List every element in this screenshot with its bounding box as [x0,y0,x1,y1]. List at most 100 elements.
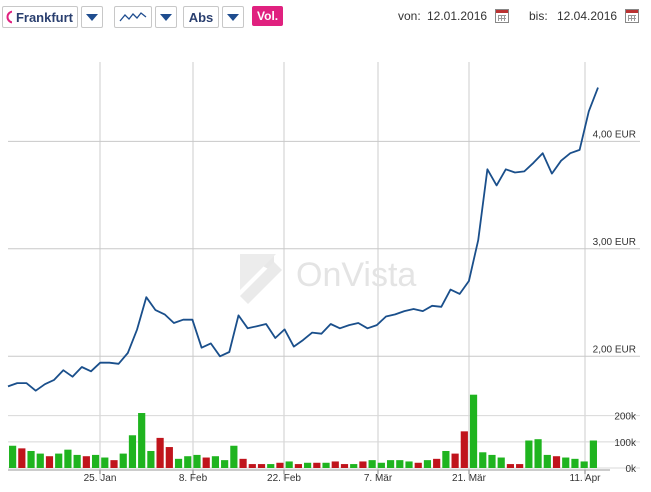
volume-bar [27,450,35,468]
axis-labels: 25. Jan 8. Feb 22. Feb 7. Mär 21. Mär 11. Apr… [8,129,637,484]
volume-bar [534,439,542,468]
volume-bar [248,464,256,468]
chart-type-select[interactable] [114,6,152,28]
volume-bar [571,458,579,468]
calendar-icon[interactable] [495,9,509,23]
volume-bar [506,464,515,468]
volume-bar [488,454,496,468]
volume-bar [340,464,349,468]
x-tick-label: 7. Mär [364,473,393,484]
chevron-down-icon [86,13,98,21]
from-label: von: [398,9,421,23]
volume-bar [285,461,293,468]
volume-bar [442,450,450,468]
exchange-label: Frankfurt [15,9,73,25]
volume-bar [239,458,247,468]
scale-mode-dropdown-button[interactable] [222,6,244,28]
volume-bar [414,462,422,468]
volume-bar [304,462,312,468]
volume-bar [128,435,137,468]
exchange-dropdown-button[interactable] [81,6,103,28]
volume-tick-label: 0k [625,464,637,475]
chart-type-dropdown-button[interactable] [155,6,177,28]
to-date[interactable]: 12.04.2016 [557,9,618,23]
volume-bar [45,456,54,468]
volume-bar [276,462,284,468]
volume-bars [9,394,597,468]
to-label: bis: [529,9,548,23]
x-tick-label: 8. Feb [179,473,208,484]
x-tick-label: 22. Feb [267,473,301,484]
volume-bar [165,447,173,468]
volume-bar [497,457,505,468]
from-date[interactable]: 12.01.2016 [427,9,488,23]
volume-bar [405,461,413,468]
volume-bar [9,445,17,468]
volume-bar [73,454,81,468]
volume-bar [211,456,220,468]
volume-bar [469,394,478,468]
volume-toggle-button[interactable]: Vol. [252,6,284,26]
volume-bar [156,437,164,468]
volume-bar [350,464,358,468]
volume-bar [119,453,127,468]
volume-bar [386,460,395,468]
volume-bar [359,461,367,468]
chart-toolbar: Frankfurt Abs Vol. von: 12.01.2016 bis: … [0,0,651,34]
onvista-logo-icon [6,10,12,24]
exchange-select[interactable]: Frankfurt [2,6,78,28]
volume-tick-label: 200k [614,412,637,423]
volume-bar [396,460,404,468]
volume-bar [193,454,201,468]
x-tick-label: 21. Mär [452,473,487,484]
volume-bar [267,464,275,468]
scale-mode-label: Abs [188,9,214,25]
volume-bar [18,448,26,468]
volume-bar [451,453,459,468]
volume-bar [313,462,321,468]
volume-bar [202,457,210,468]
volume-bar [36,453,44,468]
volume-bar [479,452,487,468]
volume-bar [82,456,90,468]
x-tick-label: 25. Jan [84,473,117,484]
volume-bar [64,449,72,468]
volume-bar [580,461,588,468]
volume-bar [101,457,109,468]
volume-bar [184,456,192,468]
price-tick-label: 4,00 EUR [593,129,636,140]
line-chart-icon [119,12,147,22]
price-tick-label: 3,00 EUR [593,237,636,248]
x-tick-label: 11. Apr [570,473,602,484]
grid [99,62,586,480]
scale-mode-select[interactable]: Abs [183,6,219,28]
volume-bar [516,464,524,468]
watermark: OnVista [240,254,416,304]
volume-bar [433,458,441,468]
price-tick-label: 2,00 EUR [593,344,636,355]
volume-bar [294,464,302,468]
volume-bar [110,460,118,468]
volume-bar [138,413,146,468]
volume-bar [368,460,376,468]
price-line [7,87,599,392]
volume-bar [543,454,551,468]
price-gridlines [8,140,640,469]
volume-bar [257,464,266,468]
volume-bar [147,450,155,468]
volume-bar [460,431,468,468]
volume-bar [589,440,597,468]
calendar-icon[interactable] [625,9,639,23]
volume-bar [221,460,229,468]
price-chart: OnVista 25. Jan 8. Feb 22. Feb 7. Mär 21. Mä… [7,62,640,484]
onvista-arrow-icon [240,254,282,304]
volume-bar [552,456,561,468]
volume-bar [55,453,63,468]
volume-bar [377,462,385,468]
volume-bar [423,460,432,468]
volume-bar [331,461,339,468]
volume-bar [91,454,100,468]
chevron-down-icon [160,13,172,21]
volume-bar [322,462,330,468]
watermark-text: OnVista [296,256,416,294]
